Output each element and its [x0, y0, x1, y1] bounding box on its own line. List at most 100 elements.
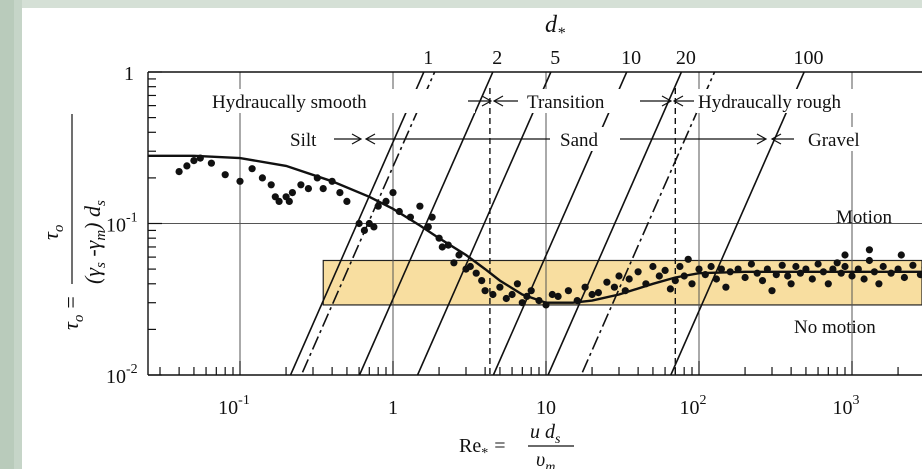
data-point: [688, 280, 696, 288]
data-point: [508, 290, 516, 299]
data-point: [450, 259, 458, 267]
svg-text:υm: υm: [536, 449, 555, 469]
data-point: [778, 261, 786, 269]
data-point: [717, 265, 726, 273]
data-point: [304, 185, 312, 193]
top-axis-tick-label: 100: [794, 47, 824, 69]
data-point: [267, 181, 275, 189]
regime-rough-label: Hydraucally rough: [698, 92, 841, 113]
d-star-line: [358, 72, 494, 375]
top-axis-tick-label: 1: [423, 47, 433, 69]
slide-left-stripe: [0, 0, 14, 469]
motion-threshold-band: [322, 259, 922, 306]
data-point: [285, 197, 293, 205]
d-star-line: [547, 72, 683, 375]
y-tick-label: 10-1: [106, 211, 138, 237]
data-point: [875, 280, 883, 288]
data-point: [175, 168, 183, 176]
top-axis-title: d*: [545, 12, 565, 42]
data-point: [588, 290, 596, 299]
data-points: [175, 154, 922, 309]
data-point: [472, 269, 480, 277]
sediment-boundary-line: [580, 72, 716, 375]
data-point: [360, 226, 368, 234]
top-axis-tick-labels: 1 2 5 10 20 100: [423, 47, 823, 69]
data-point: [355, 219, 363, 228]
data-point: [370, 223, 378, 231]
top-axis-tick-label: 2: [492, 47, 502, 69]
regime-transition-label: Transition: [527, 92, 605, 113]
data-point: [502, 294, 510, 303]
no-motion-label: No motion: [794, 317, 876, 338]
data-point: [207, 159, 215, 167]
data-point: [527, 287, 535, 295]
data-point: [389, 189, 397, 197]
data-point: [455, 251, 463, 259]
data-point: [787, 280, 795, 288]
data-point: [428, 213, 436, 221]
data-point: [712, 275, 721, 283]
data-point: [603, 278, 611, 286]
data-point: [489, 290, 497, 299]
svg-text:Re*=: Re* =: [459, 435, 506, 461]
data-point: [416, 202, 424, 210]
data-point: [676, 262, 684, 271]
x-tick-exponent: 2: [700, 393, 707, 408]
y-tick-exponent: -1: [126, 211, 138, 226]
data-point: [784, 272, 792, 280]
slide-left-stripe-inner: [14, 0, 22, 469]
data-point: [841, 251, 849, 259]
data-point: [336, 189, 344, 197]
x-tick-label: 10-1: [218, 393, 250, 419]
data-point: [860, 275, 868, 283]
data-point: [707, 262, 715, 271]
sediment-silt-label: Silt: [290, 130, 317, 151]
data-point: [496, 283, 504, 291]
x-axis-title: Re* = u ds υm: [459, 421, 574, 469]
data-point: [548, 290, 556, 299]
data-point: [478, 277, 486, 285]
data-point: [554, 292, 562, 300]
data-point: [221, 171, 229, 179]
svg-text:(γs -γm) ds: (γs -γm) ds: [80, 200, 109, 284]
d-star-line: [670, 72, 806, 375]
x-tick-exponent: -1: [238, 393, 250, 408]
figure-plate: [22, 8, 922, 469]
data-point: [288, 189, 296, 197]
data-point: [319, 185, 327, 193]
data-point: [792, 262, 800, 271]
data-point: [610, 283, 619, 291]
data-point: [897, 251, 905, 259]
y-axis-tick-labels: 1 10-1 10-2: [106, 63, 138, 388]
data-point: [848, 272, 856, 280]
svg-text:τo: τo: [38, 224, 67, 240]
data-point: [909, 261, 917, 269]
data-point: [666, 285, 675, 293]
x-axis-tick-labels: 10-1 1 10 102 103: [218, 393, 859, 419]
sediment-sand-label: Sand: [560, 130, 599, 151]
d-star-line: [492, 72, 628, 375]
d-star-line: [416, 72, 552, 375]
data-point: [655, 272, 663, 280]
regime-boundary-lines: [489, 88, 676, 375]
data-point: [649, 262, 657, 271]
data-point: [594, 289, 603, 297]
data-point: [625, 275, 633, 283]
data-point: [581, 283, 589, 291]
data-point: [564, 287, 573, 295]
svg-text:u ds: u ds: [530, 421, 561, 447]
data-point: [841, 262, 849, 271]
sediment-gravel-label: Gravel: [808, 130, 860, 151]
motion-label: Motion: [836, 207, 892, 228]
y-tick-label: 10-2: [106, 362, 138, 388]
data-point: [865, 256, 874, 265]
data-point: [661, 266, 669, 274]
data-point: [833, 259, 841, 267]
data-point: [343, 197, 351, 205]
data-point: [808, 275, 816, 283]
data-point: [879, 262, 887, 271]
data-point: [814, 260, 822, 268]
data-point: [684, 255, 692, 263]
